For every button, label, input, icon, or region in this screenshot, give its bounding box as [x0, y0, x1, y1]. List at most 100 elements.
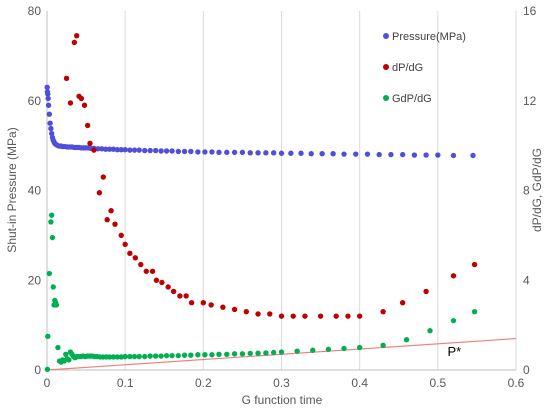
y-left-tick-labels: 0 20 40 60 80 — [28, 4, 42, 377]
data-point — [169, 148, 175, 154]
y-right-tick-labels: 0 4 8 12 16 — [523, 4, 537, 377]
data-point — [188, 148, 194, 155]
data-point — [46, 270, 53, 277]
data-point — [255, 350, 261, 356]
data-point — [183, 293, 189, 299]
data-point — [74, 32, 80, 39]
data-point — [450, 273, 457, 279]
data-point — [142, 353, 148, 360]
legend-label: dP/dG — [392, 62, 423, 74]
data-point — [153, 277, 160, 283]
data-point — [288, 150, 294, 156]
data-point — [138, 261, 144, 268]
data-point — [243, 308, 250, 315]
x-tick-label: 0 — [44, 376, 51, 390]
data-point — [87, 140, 93, 147]
y-left-tick-label: 40 — [28, 184, 42, 198]
data-point — [188, 352, 194, 358]
data-point — [142, 147, 148, 154]
data-point — [102, 146, 109, 152]
data-point — [181, 148, 188, 155]
data-point — [310, 347, 316, 353]
data-point — [48, 130, 55, 137]
axes — [46, 11, 516, 371]
data-point — [450, 317, 457, 324]
data-point — [247, 350, 253, 357]
data-point — [136, 353, 142, 360]
data-point — [195, 149, 201, 155]
data-point — [231, 149, 238, 156]
legend-marker — [383, 33, 389, 39]
y-left-tick-label: 0 — [34, 363, 41, 377]
data-points — [44, 32, 478, 373]
data-point — [132, 255, 139, 261]
legend-marker — [383, 64, 389, 70]
data-point — [147, 353, 153, 359]
data-point — [48, 212, 55, 218]
data-point — [152, 147, 159, 154]
data-point — [208, 302, 214, 308]
data-point — [308, 151, 314, 157]
data-point — [47, 120, 53, 126]
data-point — [278, 349, 285, 355]
data-point — [110, 146, 117, 152]
data-point — [345, 313, 351, 319]
data-point — [195, 352, 201, 358]
data-point — [114, 146, 121, 153]
data-point — [317, 313, 324, 319]
data-point — [44, 366, 51, 373]
data-point — [66, 357, 72, 363]
data-point — [255, 150, 261, 156]
data-point — [158, 353, 164, 359]
y-left-axis-title: Shut-in Pressure (MPa) — [5, 127, 19, 252]
x-tick-label: 0.4 — [351, 376, 368, 390]
y-right-tick-label: 12 — [523, 94, 537, 108]
data-point — [200, 299, 207, 306]
data-point — [270, 150, 277, 156]
data-point — [100, 174, 106, 180]
data-point — [294, 348, 300, 354]
x-tick-label: 0.2 — [195, 376, 212, 390]
data-point — [110, 354, 117, 360]
data-point — [267, 311, 273, 317]
data-point — [143, 268, 149, 274]
legend: Pressure(MPa) dP/dG GdP/dG — [383, 31, 466, 105]
data-point — [163, 148, 170, 154]
data-point — [181, 352, 188, 358]
data-point — [63, 75, 70, 82]
data-point — [177, 293, 183, 299]
annotations: P* — [447, 344, 461, 359]
data-point — [341, 345, 347, 352]
data-point — [104, 216, 110, 223]
data-point — [44, 84, 50, 90]
data-point — [399, 151, 406, 158]
data-point — [376, 151, 382, 158]
data-point — [380, 342, 386, 349]
data-point — [239, 351, 246, 357]
data-point — [247, 150, 253, 156]
data-point — [53, 302, 60, 308]
data-point — [471, 261, 478, 268]
data-point — [202, 149, 208, 155]
series-GdP/dG — [44, 212, 478, 373]
data-point — [152, 353, 159, 359]
data-point — [435, 152, 441, 158]
data-point — [270, 349, 277, 356]
data-point — [364, 151, 371, 157]
data-point — [45, 95, 51, 102]
data-point — [224, 149, 230, 156]
data-point — [67, 100, 74, 106]
data-point — [450, 152, 457, 159]
vertical-gridlines — [124, 11, 517, 370]
data-point — [149, 268, 156, 274]
data-point — [188, 299, 195, 306]
data-point — [159, 279, 165, 286]
data-point — [298, 150, 304, 156]
data-point — [319, 151, 325, 157]
data-point — [122, 146, 128, 153]
data-point — [163, 352, 170, 359]
y-right-tick-label: 0 — [523, 363, 530, 377]
data-point — [471, 308, 478, 315]
data-point — [91, 147, 97, 153]
data-point — [423, 288, 429, 295]
